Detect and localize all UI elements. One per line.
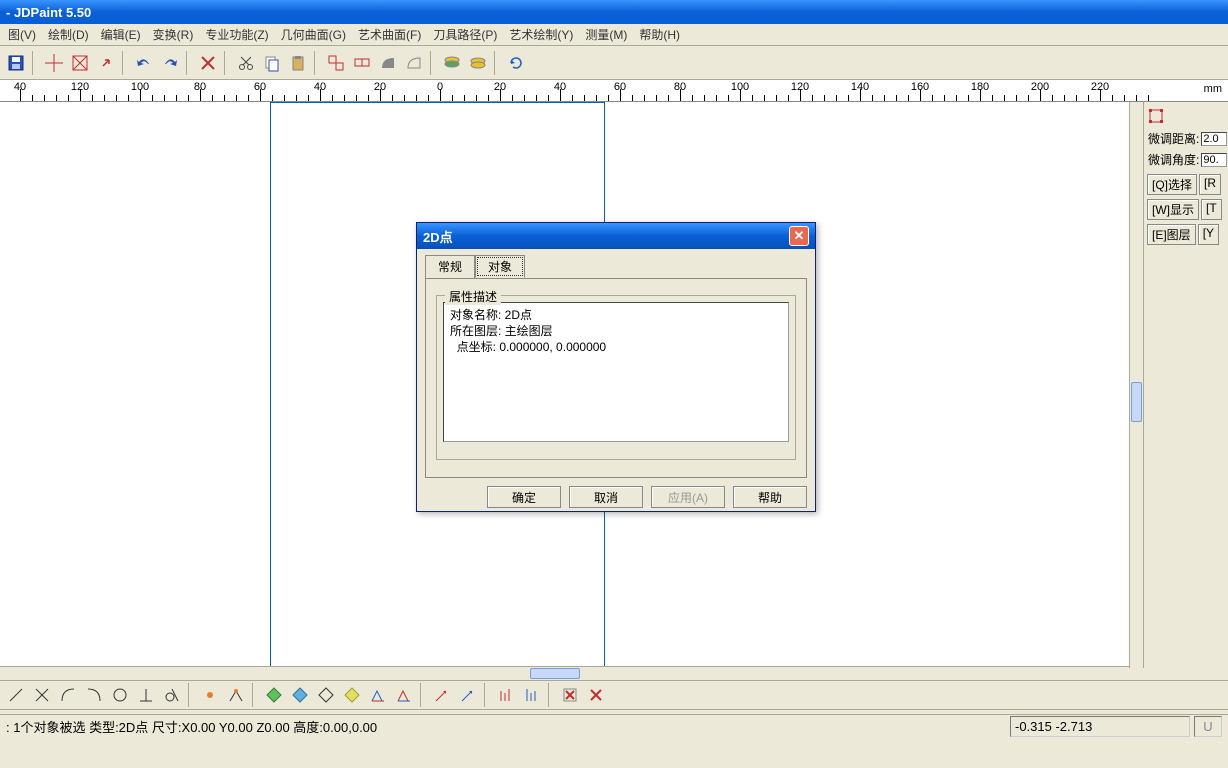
menu-edit[interactable]: 编辑(E) (95, 24, 147, 45)
app-title: - JDPaint 5.50 (6, 5, 91, 20)
rp-btn-layer[interactable]: [E]图层 (1147, 224, 1196, 245)
main-toolbar (0, 46, 1228, 80)
right-panel: 微调距离: 微调角度: [Q]选择 [R [W]显示 [T [E]图层 [Y (1143, 102, 1228, 668)
horizontal-scrollbar[interactable] (0, 666, 1143, 680)
shape1-icon[interactable] (376, 51, 400, 75)
ruler-unit: mm (1204, 83, 1222, 95)
menu-pro[interactable]: 专业功能(Z) (199, 24, 274, 45)
layer1-icon[interactable] (440, 51, 464, 75)
copy-icon[interactable] (260, 51, 284, 75)
menu-help[interactable]: 帮助(H) (633, 24, 686, 45)
description-textbox[interactable]: 对象名称: 2D点 所在图层: 主绘图层 点坐标: 0.000000, 0.00… (443, 302, 789, 442)
btool-perp[interactable] (134, 683, 158, 707)
btool-node1[interactable] (198, 683, 222, 707)
app-titlebar: - JDPaint 5.50 (0, 0, 1228, 24)
vertical-scrollbar[interactable] (1129, 102, 1143, 668)
btool-del2[interactable] (584, 683, 608, 707)
menubar: 图(V) 绘制(D) 编辑(E) 变换(R) 专业功能(Z) 几何曲面(G) 艺… (0, 24, 1228, 46)
btool-path1[interactable] (366, 683, 390, 707)
btool-line-x[interactable] (30, 683, 54, 707)
paste-icon[interactable] (286, 51, 310, 75)
btool-del1[interactable] (558, 683, 582, 707)
rp-btn-display[interactable]: [W]显示 (1147, 199, 1199, 220)
save-icon[interactable] (4, 51, 28, 75)
dialog-tabs: 常规 对象 (417, 249, 815, 278)
rp-btn-select[interactable]: [Q]选择 (1147, 174, 1197, 195)
dist-input[interactable] (1201, 132, 1227, 146)
ruler-horizontal: mm 4012010080604020020406080100120140160… (0, 80, 1228, 102)
status-indicator: U (1194, 716, 1222, 737)
btool-dia3[interactable] (314, 683, 338, 707)
hscroll-thumb[interactable] (530, 668, 580, 679)
menu-art-draw[interactable]: 艺术绘制(Y) (503, 24, 579, 45)
btool-sort2[interactable] (520, 683, 544, 707)
refresh-icon[interactable] (504, 51, 528, 75)
fieldset-legend: 属性描述 (445, 288, 501, 305)
cancel-button[interactable]: 取消 (569, 486, 643, 508)
btool-dia1[interactable] (262, 683, 286, 707)
btool-dia4[interactable] (340, 683, 364, 707)
ok-button[interactable]: 确定 (487, 486, 561, 508)
layer2-icon[interactable] (466, 51, 490, 75)
btool-node2[interactable] (224, 683, 248, 707)
group2-icon[interactable] (350, 51, 374, 75)
btool-dia2[interactable] (288, 683, 312, 707)
angle-label: 微调角度: (1148, 151, 1199, 168)
btool-line-a[interactable] (4, 683, 28, 707)
menu-measure[interactable]: 测量(M) (579, 24, 633, 45)
btool-circle[interactable] (108, 683, 132, 707)
angle-input[interactable] (1201, 153, 1227, 167)
shape2-icon[interactable] (402, 51, 426, 75)
help-button[interactable]: 帮助 (733, 486, 807, 508)
undo-icon[interactable] (132, 51, 156, 75)
redo-icon[interactable] (158, 51, 182, 75)
menu-draw[interactable]: 绘制(D) (42, 24, 95, 45)
apply-button[interactable]: 应用(A) (651, 486, 725, 508)
btool-arc2[interactable] (82, 683, 106, 707)
arrow-out-icon[interactable] (94, 51, 118, 75)
rp-btn-y[interactable]: [Y (1198, 224, 1219, 245)
btool-arc1[interactable] (56, 683, 80, 707)
dialog-buttons: 确定 取消 应用(A) 帮助 (417, 486, 815, 516)
menu-toolpath[interactable]: 刀具路径(P) (427, 24, 503, 45)
crosshair-icon[interactable] (42, 51, 66, 75)
dialog-titlebar[interactable]: 2D点 ✕ (417, 223, 815, 249)
btool-path2[interactable] (392, 683, 416, 707)
dialog-title: 2D点 (423, 227, 453, 246)
close-icon[interactable]: ✕ (789, 226, 809, 246)
btool-tangent[interactable] (160, 683, 184, 707)
cut-icon[interactable] (234, 51, 258, 75)
properties-dialog: 2D点 ✕ 常规 对象 属性描述 对象名称: 2D点 所在图层: 主绘图层 点坐… (416, 222, 816, 512)
status-selection: : 1个对象被选 类型:2D点 尺寸:X0.00 Y0.00 Z0.00 高度:… (6, 717, 1010, 736)
delete-icon[interactable] (196, 51, 220, 75)
tab-object[interactable]: 对象 (475, 255, 525, 278)
dialog-body: 属性描述 对象名称: 2D点 所在图层: 主绘图层 点坐标: 0.000000,… (425, 278, 807, 478)
tab-general[interactable]: 常规 (425, 255, 475, 278)
btool-arrow2[interactable] (456, 683, 480, 707)
panel-icon (1148, 108, 1164, 124)
menu-transform[interactable]: 变换(R) (147, 24, 200, 45)
group1-icon[interactable] (324, 51, 348, 75)
vscroll-thumb[interactable] (1131, 382, 1142, 422)
rp-btn-r[interactable]: [R (1199, 174, 1221, 195)
bottom-toolbar (0, 680, 1228, 710)
btool-arrow1[interactable] (430, 683, 454, 707)
menu-geom[interactable]: 几何曲面(G) (275, 24, 352, 45)
status-coords: -0.315 -2.713 (1010, 716, 1190, 737)
dist-label: 微调距离: (1148, 130, 1199, 147)
btool-sort1[interactable] (494, 683, 518, 707)
rp-btn-t[interactable]: [T (1201, 199, 1222, 220)
menu-art-surface[interactable]: 艺术曲面(F) (352, 24, 427, 45)
menu-view[interactable]: 图(V) (2, 24, 42, 45)
statusbar: : 1个对象被选 类型:2D点 尺寸:X0.00 Y0.00 Z0.00 高度:… (0, 714, 1228, 738)
properties-fieldset: 属性描述 对象名称: 2D点 所在图层: 主绘图层 点坐标: 0.000000,… (436, 295, 796, 460)
box-x-icon[interactable] (68, 51, 92, 75)
